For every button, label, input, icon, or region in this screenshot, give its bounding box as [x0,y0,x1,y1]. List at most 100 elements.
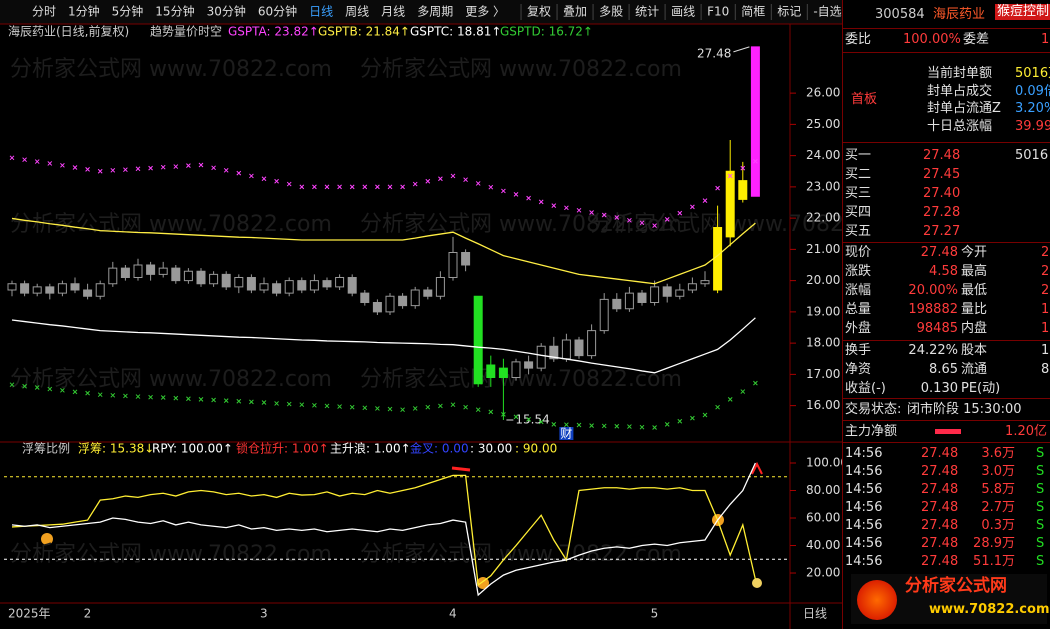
cross-marker [123,393,128,399]
cross-marker [286,401,292,407]
candle-body [45,286,55,294]
candle-body [398,295,408,307]
toolbar-button[interactable]: 简框 [741,5,765,19]
cross-marker [362,184,368,190]
watermark: 分析家公式网 www.70822.com [10,542,332,567]
quote-text: 27.48 [921,446,959,461]
quote-text: 十日总涨幅 [927,118,993,134]
toolbar-button[interactable]: 分时 [32,5,56,19]
cross-marker [97,392,103,398]
y-tick-label: 25.00 [806,117,840,131]
toolbar-button[interactable]: F10 [707,5,729,19]
toolbar-button[interactable]: 1分钟 [68,4,100,19]
cross-marker [463,404,468,410]
cross-marker [312,184,317,190]
quote-text: 总量 [845,302,872,317]
cross-marker [627,424,632,429]
indicator-name: 趋势量价时空 [150,25,222,39]
cross-marker [589,423,594,428]
quote-text: 27.48 [921,518,959,533]
cross-marker [22,383,27,389]
quote-text: 14:56 [845,500,883,515]
candle-body [725,170,735,238]
cross-marker [186,396,191,402]
quote-text: S [1036,446,1045,461]
cross-marker [538,199,544,205]
logo-url: www.70822.com [929,602,1050,617]
cross-marker [22,157,27,163]
candle-body [435,277,445,297]
cross-marker [135,166,141,172]
cross-marker [601,212,607,218]
cross-marker [261,400,267,405]
cross-marker [186,163,191,168]
candle-body [713,227,723,291]
toolbar-button[interactable]: 60分钟 [258,4,297,19]
toolbar-button[interactable]: 画线 [671,5,695,19]
candle-body [385,295,395,313]
candle-body [650,286,660,303]
cross-marker [249,173,254,179]
toolbar-button[interactable]: 更多 〉 [465,5,505,19]
toolbar-button[interactable]: 多周期 [417,5,453,19]
x-tick-label: 2025年 [8,607,51,621]
quote-text: S [1036,518,1045,533]
y-tick-label: 16.00 [806,398,840,412]
toolbar-button[interactable]: 周线 [345,5,369,19]
toolbar-button[interactable]: 复权 [527,5,551,19]
y-tick-label: 18.00 [806,336,840,350]
quote-text: 27.48 [921,554,959,569]
cross-marker [702,412,708,418]
quote-text: 3.20% [1015,101,1050,116]
quote-text: 涨跌 [845,264,872,279]
toolbar-button[interactable]: 多股 [599,5,623,19]
legend-entry: : 90.00 [515,442,557,456]
quote-text: 14:56 [845,464,883,479]
toolbar-button[interactable]: 30分钟 [207,4,246,19]
series-line [11,474,757,587]
quote-text: 买五 [845,224,872,239]
separator [843,142,1050,143]
y-tick-label: 40.00 [806,538,840,552]
candle-body [297,280,307,291]
cross-marker [475,407,481,413]
quote-text: 0.3万 [981,518,1015,533]
cross-marker [173,164,179,169]
candle-body [209,273,219,285]
cross-marker [740,165,746,171]
cross-marker [236,170,242,176]
cross-marker [438,176,443,182]
candle-body [196,270,206,285]
candle-body [259,283,269,291]
toolbar-button[interactable]: -自选 [813,5,841,19]
watermark: 分析家公式网 www.70822.com [360,212,682,237]
toolbar-button[interactable]: 叠加 [563,5,587,19]
toolbar-button[interactable]: 日线 [309,5,333,19]
cross-marker [349,184,355,190]
separator [843,420,1050,421]
candle-body [637,292,647,303]
cross-marker [47,161,53,166]
toolbar-button[interactable]: 月线 [381,5,405,19]
indicator-name: 浮筹比例 [22,442,70,456]
cross-marker [526,195,531,201]
toolbar-button[interactable]: 标记 [777,5,801,19]
candle-body [511,361,521,378]
cross-marker [337,184,342,190]
cross-marker [501,188,506,194]
legend-entry: : 30.00 [470,442,512,456]
cross-marker [47,386,53,392]
y-tick-label: 17.00 [806,367,840,381]
cross-marker [564,422,569,428]
cross-marker [614,215,620,220]
quote-text: 0.130 [920,381,958,396]
cross-marker [412,406,418,411]
cross-marker [9,155,15,161]
toolbar-button[interactable]: 5分钟 [112,4,144,19]
candle-body [662,286,672,297]
cross-marker [677,210,683,216]
candle-body [347,277,357,294]
cross-marker [412,181,418,187]
toolbar-button[interactable]: 15分钟 [155,4,194,19]
toolbar-button[interactable]: 统计 [635,5,659,19]
